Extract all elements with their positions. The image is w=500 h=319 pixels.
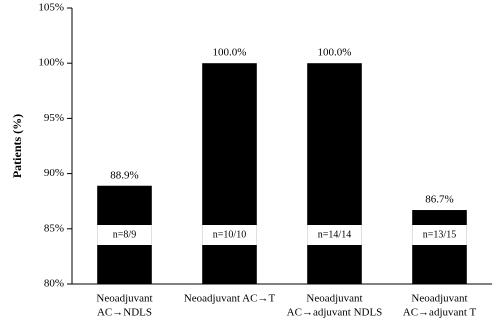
- sample-label-bg: [412, 225, 467, 245]
- value-label: 88.9%: [110, 169, 138, 181]
- y-axis-label: Patients (%): [10, 114, 24, 178]
- sample-label: n=13/15: [423, 229, 456, 240]
- y-tick-label: 80%: [44, 278, 64, 290]
- x-tick-label: Neoadjuvant: [96, 293, 152, 305]
- bar: [307, 63, 362, 285]
- sample-label-bg: [307, 225, 362, 245]
- sample-label: n=8/9: [113, 229, 136, 240]
- x-tick-label: AC→adjuvant T: [403, 307, 477, 319]
- x-tick-label: Neoadjuvant AC→T: [184, 293, 276, 305]
- value-label: 86.7%: [425, 194, 453, 206]
- x-tick-label: Neoadjuvant: [411, 293, 467, 305]
- sample-label: n=14/14: [318, 229, 351, 240]
- y-tick-label: 90%: [44, 167, 64, 179]
- bar: [412, 210, 467, 284]
- sample-label: n=10/10: [213, 229, 246, 240]
- y-tick-label: 105%: [38, 2, 64, 14]
- value-label: 100.0%: [318, 47, 352, 59]
- bar: [202, 63, 257, 285]
- sample-label-bg: [97, 225, 152, 245]
- y-tick-label: 100%: [38, 57, 64, 69]
- y-tick-label: 85%: [44, 222, 64, 234]
- sample-label-bg: [202, 225, 257, 245]
- y-tick-label: 95%: [44, 112, 64, 124]
- x-tick-label: Neoadjuvant: [306, 293, 362, 305]
- x-tick-label: AC→NDLS: [97, 307, 152, 319]
- value-label: 100.0%: [213, 47, 247, 59]
- x-tick-label: AC→adjuvant NDLS: [287, 307, 383, 319]
